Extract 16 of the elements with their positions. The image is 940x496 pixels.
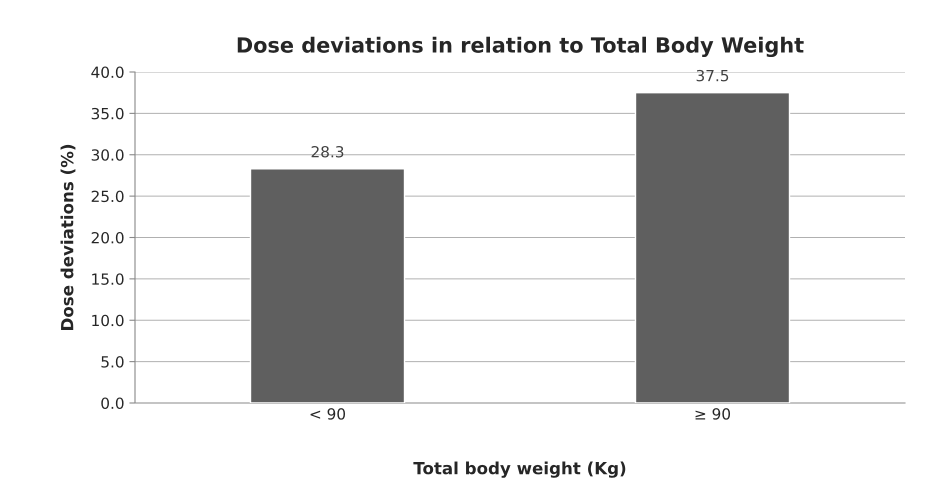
y-tick-label: 15.0: [92, 273, 124, 285]
chart-title: Dose deviations in relation to Total Body Weight: [238, 36, 804, 58]
y-tick-label: 40.0: [91, 66, 124, 78]
y-axis-title: Dose deviations (%): [60, 144, 76, 330]
data-label: 37.5: [696, 70, 728, 82]
y-tick-label: 30.0: [92, 149, 124, 161]
x-axis-title: Total body weight (Kg): [413, 462, 626, 478]
x-tick-label: < 90: [310, 408, 346, 420]
y-tick-label: 35.0: [92, 108, 124, 120]
y-tick-label: 25.0: [92, 190, 124, 202]
x-tick-label: ≥ 90: [696, 408, 730, 420]
y-tick-label: 20.0: [92, 232, 124, 244]
y-tick-label: 5.0: [101, 356, 124, 368]
y-tick-label: 10.0: [92, 314, 124, 326]
data-label: 28.3: [312, 146, 344, 158]
y-tick-label: 0.0: [101, 397, 124, 410]
